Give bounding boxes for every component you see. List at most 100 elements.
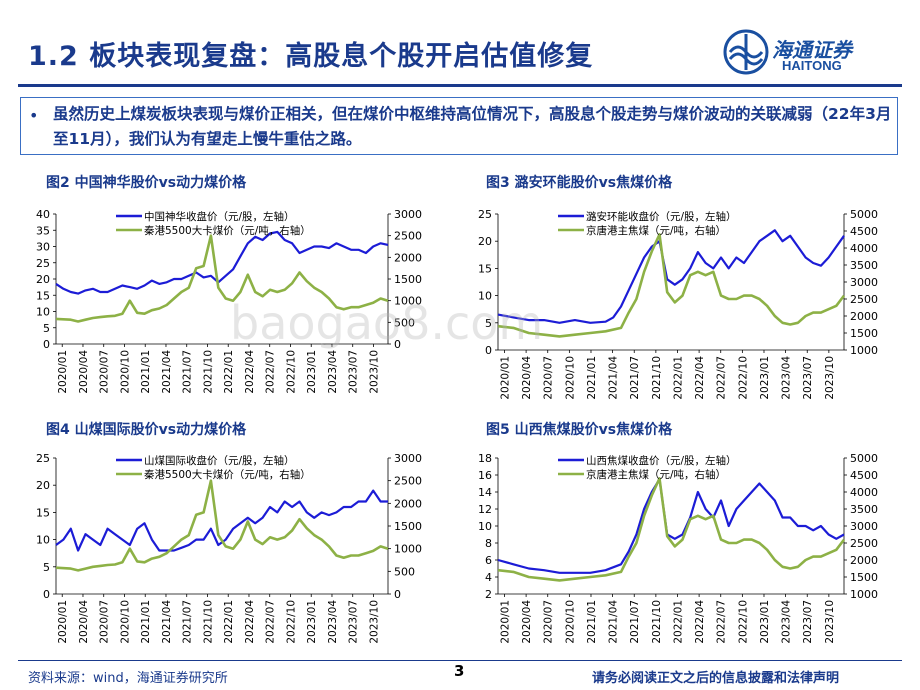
right-tick-label: 3000 (850, 520, 878, 533)
left-tick-label: 20 (478, 235, 492, 248)
right-tick-label: 1000 (850, 344, 878, 357)
left-tick-label: 25 (36, 452, 50, 465)
x-tick-label: 2021/01 (140, 350, 152, 394)
footer-source: 资料来源：wind，海通证券研究所 (28, 671, 228, 686)
left-tick-label: 8 (485, 537, 492, 550)
x-tick-label: 2021/10 (202, 600, 214, 644)
x-tick-label: 2023/01 (759, 600, 771, 644)
left-tick-label: 18 (478, 452, 492, 465)
left-tick-label: 0 (485, 344, 492, 357)
x-tick-label: 2023/04 (781, 600, 793, 644)
x-tick-label: 2022/01 (223, 600, 235, 644)
x-tick-label: 2023/07 (802, 600, 814, 644)
x-tick-label: 2020/10 (119, 350, 131, 394)
x-tick-label: 2023/04 (781, 356, 793, 400)
legend-label: 山西焦煤收盘价（元/股，左轴） (586, 454, 737, 467)
x-tick-label: 2022/01 (672, 600, 684, 644)
x-tick-label: 2023/01 (306, 600, 318, 644)
right-tick-label: 2500 (850, 293, 878, 306)
right-tick-label: 500 (394, 316, 415, 329)
x-tick-label: 2021/07 (182, 350, 194, 394)
right-tick-label: 2000 (394, 497, 422, 510)
x-tick-label: 2022/07 (265, 350, 277, 394)
haitong-emblem-icon (723, 29, 769, 75)
coal-price-line (497, 477, 846, 582)
left-tick-label: 6 (485, 554, 492, 567)
legend-label: 潞安环能收盘价（元/股，左轴） (586, 210, 737, 223)
summary-box: • 虽然历史上煤炭板块表现与煤价正相关，但在煤价中枢维持高位情况下，高股息个股走… (20, 97, 898, 155)
right-tick-label: 1500 (850, 571, 878, 584)
x-tick-label: 2021/01 (586, 356, 598, 400)
x-tick-label: 2022/04 (244, 600, 256, 644)
left-tick-label: 25 (36, 257, 50, 270)
x-tick-label: 2021/01 (586, 600, 598, 644)
x-tick-label: 2020/04 (521, 600, 533, 644)
x-tick-label: 2021/07 (629, 600, 641, 644)
chart-shenhua: 0 5 10 15 20 25 30 35 40 0 500 1000 1500 2000 2500 3000… (36, 208, 422, 394)
page-number: 3 (454, 662, 465, 680)
x-tick-label: 2021/07 (629, 356, 641, 400)
right-tick-label: 1500 (394, 273, 422, 286)
x-tick-label: 2023/07 (802, 356, 814, 400)
right-tick-label: 2500 (394, 475, 422, 488)
right-tick-label: 1000 (850, 588, 878, 601)
right-tick-label: 3000 (850, 276, 878, 289)
x-tick-label: 2020/10 (564, 356, 576, 400)
left-tick-label: 0 (43, 338, 50, 351)
x-tick-label: 2022/10 (737, 356, 749, 400)
x-tick-label: 2023/01 (306, 350, 318, 394)
chart-title-5: 图5 山西焦煤股价vs焦煤价格 (486, 422, 673, 438)
x-tick-label: 2021/04 (161, 350, 173, 394)
chart-luan: 0 5 10 15 20 25 1000 1500 2000 2500 3000 3500 4000 45… (478, 208, 878, 400)
right-tick-label: 1500 (850, 327, 878, 340)
bullet-icon: • (29, 106, 39, 125)
x-tick-label: 2020/01 (57, 350, 69, 394)
x-tick-label: 2020/10 (564, 600, 576, 644)
logo-text-cn: 海通证券 (772, 38, 852, 62)
header-divider (18, 84, 902, 87)
chart-shanmei: 0 5 10 15 20 25 0 500 1000 1500 2000 2500 3000 2020/0… (36, 452, 422, 644)
right-tick-label: 1500 (394, 520, 422, 533)
right-tick-label: 3500 (850, 503, 878, 516)
x-tick-label: 2020/01 (499, 600, 511, 644)
left-tick-label: 20 (36, 479, 50, 492)
x-tick-label: 2021/04 (608, 600, 620, 644)
right-tick-label: 3000 (394, 208, 422, 221)
legend-label: 秦港5500大卡煤价（元/吨，右轴） (144, 468, 311, 481)
right-tick-label: 1000 (394, 295, 422, 308)
chart-title-3: 图3 潞安环能股价vs焦煤价格 (486, 175, 673, 191)
x-tick-label: 2021/01 (140, 600, 152, 644)
company-logo: 海通证券 HAITONG (722, 28, 892, 78)
right-tick-label: 500 (394, 565, 415, 578)
x-tick-label: 2022/07 (716, 356, 728, 400)
right-tick-label: 4000 (850, 242, 878, 255)
summary-text: 虽然历史上煤炭板块表现与煤价正相关，但在煤价中枢维持高位情况下，高股息个股走势与… (53, 105, 892, 148)
x-tick-label: 2023/10 (368, 350, 380, 394)
left-tick-label: 15 (36, 289, 50, 302)
stock-price-line (497, 478, 845, 574)
chart-shanxi-coking: 2 4 6 8 10 12 14 16 18 1000 1500 2000 2500 3000 3500 40… (478, 452, 878, 644)
right-tick-label: 2000 (850, 310, 878, 323)
right-tick-label: 5000 (850, 452, 878, 465)
x-tick-label: 2020/07 (99, 350, 111, 394)
right-tick-label: 4500 (850, 225, 878, 238)
right-tick-label: 4000 (850, 486, 878, 499)
x-tick-label: 2021/07 (182, 600, 194, 644)
x-tick-label: 2020/07 (543, 600, 555, 644)
logo-text-en: HAITONG (782, 58, 842, 73)
x-tick-label: 2023/10 (368, 600, 380, 644)
right-tick-label: 0 (394, 338, 401, 351)
left-tick-label: 14 (478, 486, 492, 499)
x-tick-label: 2023/01 (759, 356, 771, 400)
coal-price-line (55, 479, 389, 572)
x-tick-label: 2023/04 (327, 350, 339, 394)
x-tick-label: 2022/01 (223, 350, 235, 394)
left-tick-label: 16 (478, 469, 492, 482)
left-tick-label: 10 (478, 290, 492, 303)
x-tick-label: 2022/10 (737, 600, 749, 644)
x-tick-label: 2021/10 (651, 600, 663, 644)
right-tick-label: 5000 (850, 208, 878, 221)
x-tick-label: 2020/04 (78, 600, 90, 644)
x-tick-label: 2023/10 (824, 356, 836, 400)
left-tick-label: 4 (485, 571, 492, 584)
